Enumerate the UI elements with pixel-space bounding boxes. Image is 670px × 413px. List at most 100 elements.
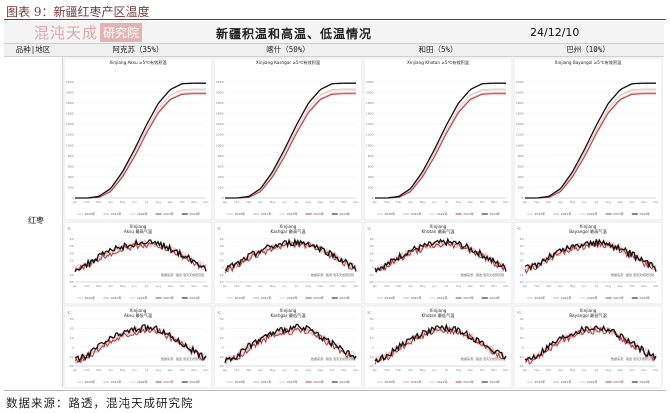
y-tick-label: 0 xyxy=(522,196,524,200)
x-tick-label: Apr xyxy=(108,368,114,372)
y-tick-label: 10 xyxy=(520,336,524,340)
x-tick-label: Sep xyxy=(618,368,623,372)
x-tick-label: Aug xyxy=(606,368,612,372)
column-header-kashgar: 喀什（50%） xyxy=(266,45,310,54)
x-tick-label: Mar xyxy=(546,284,552,288)
legend-label: 2022年 xyxy=(437,211,448,216)
x-tick-label: Nov xyxy=(191,368,197,372)
y-tick-label: 30 xyxy=(70,317,74,321)
panel-subtitle: Aksu 最高气温 xyxy=(124,228,153,235)
y-tick-label: -10 xyxy=(519,355,524,359)
panel-subtitle: Bayangol 最低气温 xyxy=(569,312,607,319)
legend-label: 2020年 xyxy=(85,379,96,384)
legend-label: 2021年 xyxy=(411,379,422,384)
y-tick-label: 1000 xyxy=(216,143,224,147)
y-tick-label: 600 xyxy=(368,164,374,168)
y-tick-label: 200 xyxy=(518,186,524,190)
panel-subtitle: Bayangol 最高气温 xyxy=(569,228,607,235)
x-tick-label: May xyxy=(270,284,276,288)
legend: 2020年 2021年 2022年 2023年 2024年 xyxy=(77,379,200,384)
y-tick-label: 400 xyxy=(368,175,374,179)
figure-title: 图表 9：新疆红枣产区温度 xyxy=(6,5,150,19)
x-tick-label: Oct xyxy=(180,284,186,288)
legend-label: 2022年 xyxy=(437,295,448,300)
gdd-panel-kashgar: 0 200 400 600 800 1000 1200 1400 1600 1800 2000 220… xyxy=(213,57,363,221)
x-tick-label: Sep xyxy=(468,200,473,204)
legend-label: 2024年 xyxy=(489,211,500,216)
high-temp-panel-aksu: -20 -10 0 10 20 30 40 Jan Feb Mar Apr May Jun Jul Aug S… xyxy=(63,221,213,305)
x-tick-label: Oct xyxy=(180,368,186,372)
y-tick-label: 2000 xyxy=(366,90,374,94)
x-tick-label: Jun xyxy=(281,368,287,372)
y-tick-label: 10 xyxy=(520,259,524,263)
y-tick-label: 20 xyxy=(70,251,74,255)
legend-label: 2020年 xyxy=(85,295,96,300)
panel-title: Xinjiang xyxy=(130,224,147,229)
x-tick-label: Oct xyxy=(330,284,336,288)
legend-label: 2023年 xyxy=(613,379,624,384)
legend-label: 2022年 xyxy=(437,379,448,384)
legend-label: 2023年 xyxy=(163,295,174,300)
legend-label: 2021年 xyxy=(261,211,272,216)
x-tick-label: Aug xyxy=(306,284,312,288)
low-temp-panel-kashgar: -20 -10 0 10 20 30 Jan Feb Mar Apr May Jun Jul Aug Sep… xyxy=(213,305,363,389)
series-line-2024年 xyxy=(524,238,657,272)
series-line-2021年 xyxy=(524,240,657,273)
header-band xyxy=(4,21,664,44)
y-tick-label: 1400 xyxy=(516,122,524,126)
x-tick-label: May xyxy=(570,284,576,288)
legend: 2020年 2021年 2022年 2023年 2024年 xyxy=(527,211,650,216)
x-tick-label: Jan xyxy=(222,200,228,204)
x-tick-label: Aug xyxy=(306,200,312,204)
x-tick-label: Nov xyxy=(341,284,347,288)
x-tick-label: Mar xyxy=(96,200,102,204)
legend-label: 2023年 xyxy=(313,211,324,216)
series-line-2023年 xyxy=(75,93,206,199)
legend-label: 2024年 xyxy=(189,211,200,216)
x-tick-label: May xyxy=(570,200,576,204)
x-tick-label: Apr xyxy=(408,200,414,204)
legend: 2020年 2021年 2022年 2023年 2024年 xyxy=(227,379,350,384)
x-tick-label: Apr xyxy=(558,284,564,288)
series-line-2023年 xyxy=(375,93,506,199)
panel-title: Xinjiang xyxy=(430,308,447,313)
series-line-2024年 xyxy=(224,237,357,272)
x-tick-label: Sep xyxy=(318,200,323,204)
y-tick-label: 0 xyxy=(72,196,74,200)
column-header-bayangol: 巴州（10%） xyxy=(566,45,610,54)
x-tick-label: Jan xyxy=(222,284,228,288)
y-tick-label: 10 xyxy=(70,336,74,340)
legend-label: 2021年 xyxy=(561,211,572,216)
y-tick-label: -20 xyxy=(519,280,524,284)
x-tick-label: Jan xyxy=(522,284,528,288)
gdd-panel-bayangol: 0 200 400 600 800 1000 1200 1400 1600 1800 2000 220… xyxy=(513,57,663,221)
x-tick-label: Apr xyxy=(558,368,564,372)
x-tick-label: Aug xyxy=(156,368,162,372)
x-tick-label: Aug xyxy=(456,284,462,288)
column-header-band xyxy=(4,44,664,57)
y-tick-label: 0 xyxy=(222,196,224,200)
temp-unit-label: ℃ xyxy=(367,227,371,231)
y-tick-label: 200 xyxy=(368,186,374,190)
x-tick-label: Mar xyxy=(96,284,102,288)
x-tick-label: Jun xyxy=(131,368,137,372)
x-tick-label: Dec xyxy=(653,284,659,288)
y-tick-label: 30 xyxy=(70,244,74,248)
legend-label: 2023年 xyxy=(463,379,474,384)
x-tick-label: Nov xyxy=(491,368,497,372)
temp-unit-label: ℃ xyxy=(367,311,371,315)
series-line-2023年 xyxy=(225,93,356,199)
y-tick-label: 600 xyxy=(68,164,74,168)
temp-unit-label: ℃ xyxy=(67,311,71,315)
legend-label: 2021年 xyxy=(261,295,272,300)
legend: 2020年 2021年 2022年 2023年 2024年 xyxy=(527,379,650,384)
legend-label: 2024年 xyxy=(639,211,650,216)
x-tick-label: Jul xyxy=(444,200,449,204)
y-tick-label: 40 xyxy=(370,237,374,241)
panel-note: 数据来源：路透 混沌天成研究院 xyxy=(461,272,504,277)
x-tick-label: Dec xyxy=(503,368,509,372)
y-tick-label: 20 xyxy=(220,327,224,331)
temp-unit-label: ℃ xyxy=(217,227,221,231)
y-tick-label: 20 xyxy=(520,327,524,331)
x-tick-label: Aug xyxy=(156,200,162,204)
